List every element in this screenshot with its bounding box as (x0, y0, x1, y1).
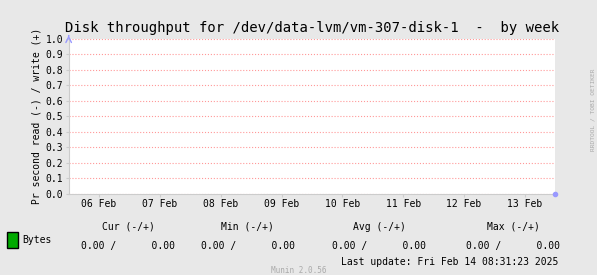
Y-axis label: Pr second read (-) / write (+): Pr second read (-) / write (+) (31, 28, 41, 204)
Text: Avg (-/+): Avg (-/+) (353, 222, 405, 232)
Title: Disk throughput for /dev/data-lvm/vm-307-disk-1  -  by week: Disk throughput for /dev/data-lvm/vm-307… (65, 21, 559, 35)
Text: 0.00 /      0.00: 0.00 / 0.00 (81, 241, 176, 251)
Text: Munin 2.0.56: Munin 2.0.56 (271, 266, 326, 275)
Text: Min (-/+): Min (-/+) (221, 222, 274, 232)
Text: Cur (-/+): Cur (-/+) (102, 222, 155, 232)
Text: 0.00 /      0.00: 0.00 / 0.00 (201, 241, 295, 251)
Text: 0.00 /      0.00: 0.00 / 0.00 (466, 241, 561, 251)
Text: Bytes: Bytes (23, 235, 52, 245)
Text: Last update: Fri Feb 14 08:31:23 2025: Last update: Fri Feb 14 08:31:23 2025 (341, 257, 558, 267)
Text: RRDTOOL / TOBI OETIKER: RRDTOOL / TOBI OETIKER (590, 69, 595, 151)
Text: Max (-/+): Max (-/+) (487, 222, 540, 232)
Text: 0.00 /      0.00: 0.00 / 0.00 (332, 241, 426, 251)
